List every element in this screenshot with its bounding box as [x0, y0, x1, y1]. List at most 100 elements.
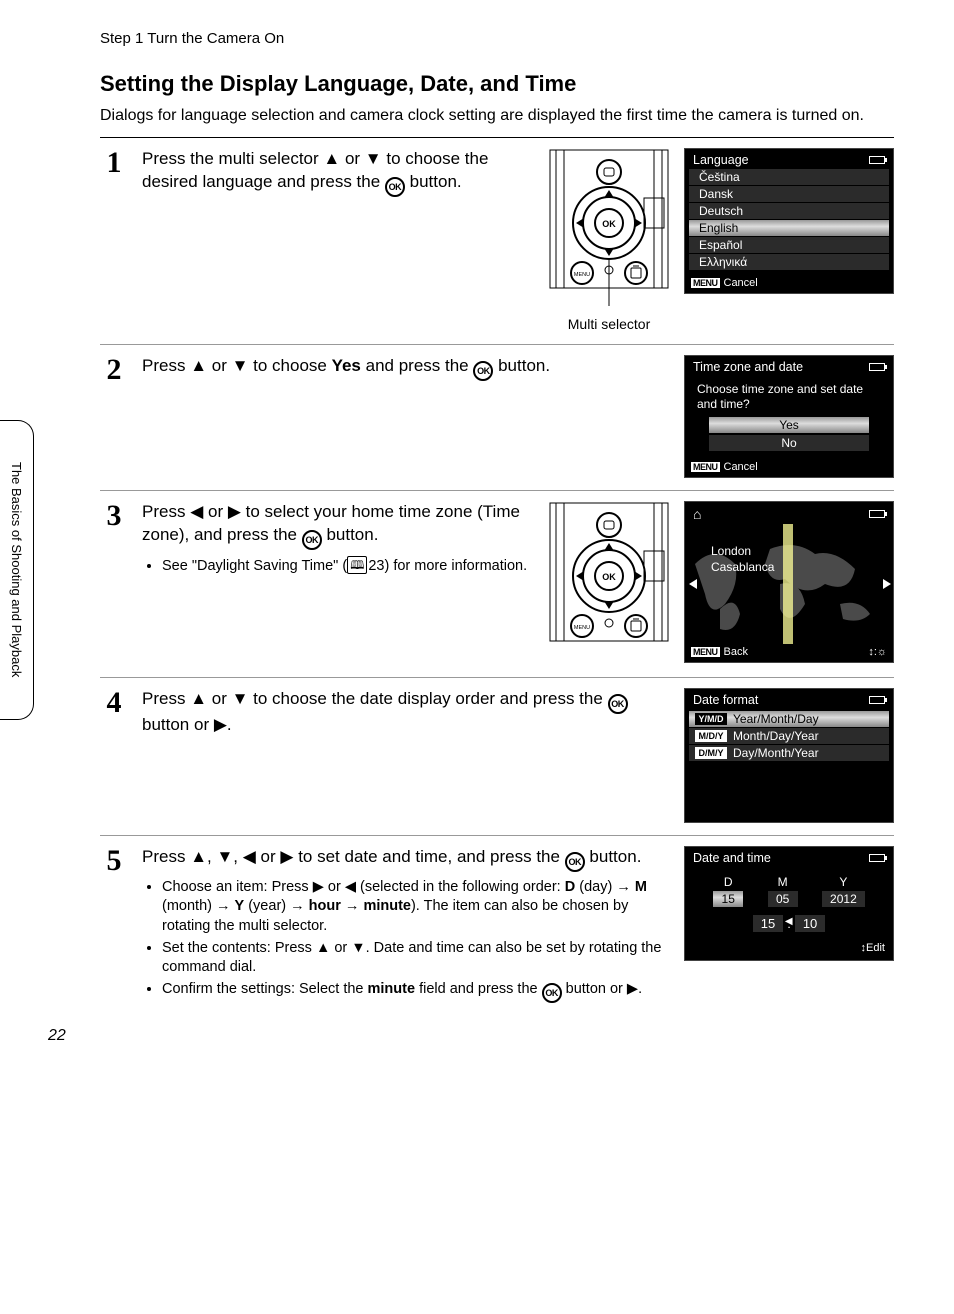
step-number: 5	[100, 846, 128, 1005]
left-icon: ◀	[345, 879, 356, 895]
value-y: 2012	[822, 891, 865, 907]
language-option: Deutsch	[689, 203, 889, 219]
running-header: Step 1 Turn the Camera On	[0, 0, 954, 53]
up-icon: ▲	[323, 149, 340, 168]
menu-tag: MENU	[691, 462, 720, 472]
steps-list: 1 Press the multi selector ▲ or ▼ to cho…	[100, 137, 894, 1017]
multi-selector-diagram: OK MENU	[544, 148, 674, 332]
lcd-title: Time zone and date	[693, 360, 803, 374]
battery-icon	[869, 363, 885, 371]
value-mm: 10	[795, 915, 825, 932]
down-icon: ▼	[351, 940, 365, 956]
svg-text:MENU: MENU	[574, 272, 590, 278]
step-number: 2	[100, 355, 128, 478]
label-m: M	[768, 875, 798, 889]
intro-text: Dialogs for language selection and camer…	[100, 105, 894, 127]
step-2: 2 Press ▲ or ▼ to choose Yes and press t…	[100, 345, 894, 491]
step-4-text: Press ▲ or ▼ to choose the date display …	[142, 688, 672, 823]
dst-icon: ↕:☼	[868, 646, 887, 658]
right-icon: ▶	[228, 502, 241, 521]
page-number: 22	[48, 1027, 66, 1045]
step-number: 1	[100, 148, 128, 332]
ok-icon: OK	[302, 530, 322, 550]
step-5-bullet-2: Set the contents: Press ▲ or ▼. Date and…	[162, 939, 672, 978]
left-icon: ◀	[785, 916, 793, 927]
date-format-option: M/D/YMonth/Day/Year	[689, 728, 889, 744]
step-4: 4 Press ▲ or ▼ to choose the date displa…	[100, 678, 894, 836]
ok-icon: OK	[565, 852, 585, 872]
date-time-screen: Date and time D15 M05 Y2012 15 :	[684, 846, 894, 961]
language-option: Čeština	[689, 169, 889, 185]
ok-icon: OK	[385, 177, 405, 197]
map-city-2: Casablanca	[711, 560, 774, 574]
battery-icon	[869, 156, 885, 164]
right-icon: ▶	[313, 879, 324, 895]
side-tab-label: The Basics of Shooting and Playback	[9, 462, 24, 677]
battery-icon	[869, 696, 885, 704]
home-icon: ⌂	[693, 506, 701, 522]
down-icon: ▼	[232, 689, 249, 708]
label-y: Y	[822, 875, 865, 889]
battery-icon	[869, 510, 885, 518]
down-icon: ▼	[232, 356, 249, 375]
value-hh: 15	[753, 915, 783, 932]
svg-text:MENU: MENU	[574, 625, 590, 631]
section-side-tab: The Basics of Shooting and Playback	[0, 420, 34, 720]
step-5-bullet-3: Confirm the settings: Select the minute …	[162, 980, 672, 1003]
step-5-bullet-1: Choose an item: Press ▶ or ◀ (selected i…	[162, 878, 672, 937]
ok-icon: OK	[473, 361, 493, 381]
left-icon: ◀	[190, 502, 203, 521]
ok-icon: OK	[542, 983, 562, 1003]
lcd-title: Date format	[693, 693, 758, 707]
label-d: D	[713, 875, 743, 889]
yes-option: Yes	[709, 417, 869, 433]
language-screen: Language ČeštinaDanskDeutschEnglishEspañ…	[684, 148, 894, 294]
step-5-text: Press ▲, ▼, ◀ or ▶ to set date and time,…	[142, 846, 672, 1005]
up-icon: ▲	[190, 847, 207, 866]
right-icon: ▶	[627, 981, 638, 997]
map-city-1: London	[711, 544, 751, 558]
step-3-text: Press ◀ or ▶ to select your home time zo…	[142, 501, 532, 665]
step-2-text: Press ▲ or ▼ to choose Yes and press the…	[142, 355, 672, 478]
step-1-text: Press the multi selector ▲ or ▼ to choos…	[142, 148, 532, 332]
step-number: 4	[100, 688, 128, 823]
multi-selector-diagram: OK MENU	[544, 501, 674, 665]
date-format-option: D/M/YDay/Month/Year	[689, 745, 889, 761]
svg-text:OK: OK	[602, 572, 616, 582]
menu-tag: MENU	[691, 278, 720, 288]
timezone-prompt-screen: Time zone and date Choose time zone and …	[684, 355, 894, 478]
right-icon: ▶	[280, 847, 293, 866]
value-m: 05	[768, 891, 798, 907]
date-format-option: Y/M/DYear/Month/Day	[689, 711, 889, 727]
step-3: 3 Press ◀ or ▶ to select your home time …	[100, 491, 894, 678]
up-icon: ▲	[190, 356, 207, 375]
language-option: Ελληνικά	[689, 254, 889, 270]
date-format-screen: Date format Y/M/DYear/Month/DayM/D/YMont…	[684, 688, 894, 823]
value-d: 15	[713, 891, 743, 907]
page-title: Setting the Display Language, Date, and …	[100, 71, 894, 97]
lcd-question: Choose time zone and set date and time?	[685, 376, 893, 417]
left-icon: ◀	[243, 847, 256, 866]
timezone-map-screen: ⌂	[684, 501, 894, 663]
battery-icon	[869, 854, 885, 862]
lcd-title: Language	[693, 153, 749, 167]
menu-tag: MENU	[691, 647, 720, 657]
language-option: English	[689, 220, 889, 236]
up-icon: ▲	[316, 940, 330, 956]
right-icon: ▶	[214, 715, 227, 734]
svg-text:OK: OK	[602, 219, 616, 229]
lcd-title: Date and time	[693, 851, 771, 865]
page-reference-icon: 🕮	[347, 556, 367, 574]
language-option: Dansk	[689, 186, 889, 202]
step-number: 3	[100, 501, 128, 665]
ok-icon: OK	[608, 694, 628, 714]
up-icon: ▲	[190, 689, 207, 708]
down-icon: ▼	[365, 149, 382, 168]
multi-selector-caption: Multi selector	[544, 316, 674, 332]
down-icon: ▼	[216, 847, 233, 866]
no-option: No	[709, 435, 869, 451]
edit-label: Edit	[866, 942, 885, 954]
step-1: 1 Press the multi selector ▲ or ▼ to cho…	[100, 138, 894, 345]
language-option: Español	[689, 237, 889, 253]
step-3-subnote: See "Daylight Saving Time" (🕮23) for mor…	[162, 556, 532, 577]
